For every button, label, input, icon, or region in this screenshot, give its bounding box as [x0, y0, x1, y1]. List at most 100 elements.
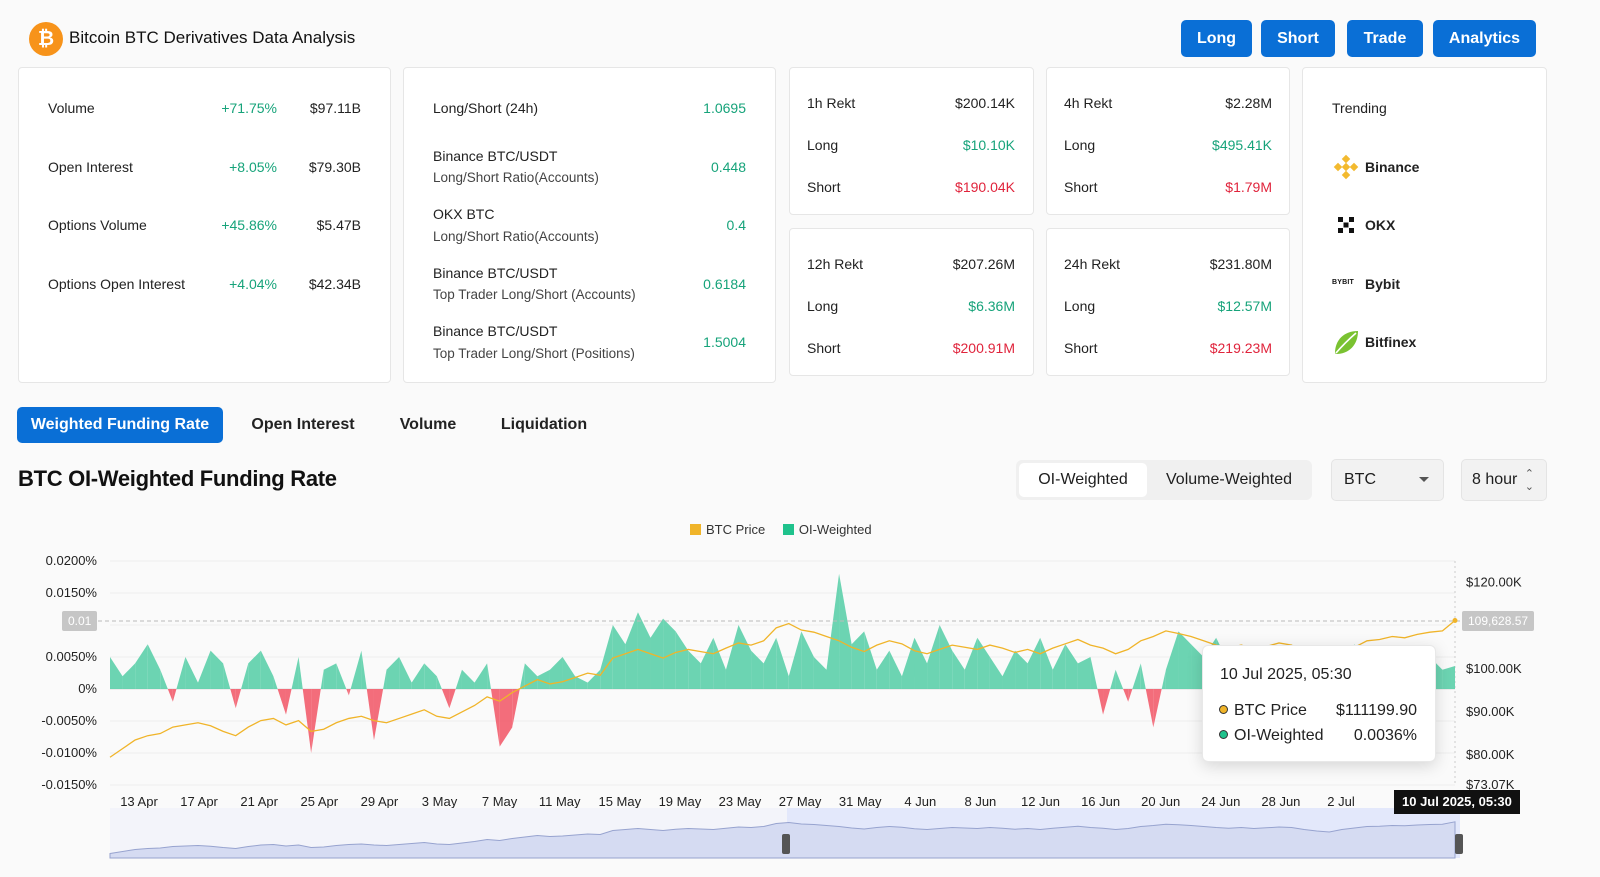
- funding-area-positive: [600, 625, 613, 689]
- ratio-label: Binance BTC/USDT: [433, 323, 558, 339]
- funding-area-negative: [1153, 689, 1162, 728]
- funding-area-positive: [1052, 644, 1066, 689]
- funding-area-negative: [1128, 689, 1133, 702]
- trending-name: Bitfinex: [1365, 334, 1417, 350]
- x-tick-label: 19 May: [659, 794, 702, 809]
- y-right-tick-label: $90.00K: [1466, 704, 1515, 719]
- funding-area-positive: [223, 663, 231, 689]
- trending-item-bybit[interactable]: BYBIT Bybit: [1332, 269, 1532, 299]
- funding-area-positive: [537, 669, 550, 689]
- ratio-label: Binance BTC/USDT: [433, 265, 558, 281]
- rekt-long-value: $495.41K: [1212, 137, 1272, 153]
- market-label: Options Volume: [48, 217, 147, 233]
- ratio-value: 1.0695: [703, 100, 746, 116]
- ratio-sublabel: Top Trader Long/Short (Accounts): [433, 287, 636, 302]
- trade-button[interactable]: Trade: [1347, 20, 1423, 57]
- funding-area-positive: [977, 637, 990, 689]
- ratio-sublabel: Top Trader Long/Short (Positions): [433, 346, 635, 361]
- funding-area-positive: [927, 625, 940, 689]
- volume-weighted-toggle[interactable]: Volume-Weighted: [1166, 471, 1292, 488]
- funding-area-positive: [901, 637, 915, 689]
- funding-area-positive: [738, 625, 752, 689]
- interval-select-value: 8 hour: [1472, 471, 1518, 488]
- tab-weighted-funding-rate[interactable]: Weighted Funding Rate: [17, 407, 223, 443]
- tab-liquidation[interactable]: Liquidation: [500, 416, 588, 433]
- funding-area-negative: [441, 689, 450, 709]
- x-tick-label: 11 May: [539, 794, 581, 809]
- y-right-tick-label: $100.00K: [1466, 661, 1522, 676]
- legend-item-price[interactable]: BTC Price: [690, 522, 769, 537]
- tab-volume[interactable]: Volume: [399, 416, 457, 433]
- funding-area-negative: [449, 689, 456, 709]
- x-tick-label: 20 Jun: [1141, 794, 1180, 809]
- funding-area-negative: [1103, 689, 1111, 715]
- tooltip-date: 10 Jul 2025, 05:30: [1220, 666, 1352, 683]
- rekt-long-value: $10.10K: [962, 137, 1015, 153]
- funding-area-positive: [864, 631, 877, 689]
- trending-item-bitfinex[interactable]: Bitfinex: [1332, 327, 1532, 357]
- rekt-short-label: Short: [1064, 179, 1098, 195]
- ratio-label: Long/Short (24h): [433, 100, 539, 116]
- funding-area-positive: [260, 650, 274, 689]
- short-button[interactable]: Short: [1261, 20, 1335, 57]
- funding-area-positive: [399, 657, 412, 689]
- interval-select[interactable]: 8 hour ⌃ ⌄: [1461, 459, 1547, 501]
- funding-area-positive: [336, 663, 347, 689]
- funding-area-negative: [366, 689, 374, 741]
- funding-area-negative: [235, 689, 242, 709]
- funding-area-negative: [490, 689, 500, 747]
- analytics-button[interactable]: Analytics: [1433, 20, 1536, 57]
- coin-select[interactable]: BTC: [1331, 459, 1444, 501]
- funding-area-negative: [285, 689, 292, 715]
- rekt-card-12h: 12h Rekt $207.26M Long $6.36M Short $200…: [789, 228, 1034, 376]
- funding-area-positive: [989, 657, 1003, 689]
- y-right-tick-label: $80.00K: [1466, 747, 1515, 762]
- page-title: Bitcoin BTC Derivatives Data Analysis: [69, 28, 356, 47]
- funding-area-positive: [650, 618, 664, 689]
- coin-select-value: BTC: [1344, 471, 1376, 488]
- tab-open-interest[interactable]: Open Interest: [251, 416, 355, 433]
- caret-down-icon: [1419, 477, 1429, 482]
- tooltip-value-price: $111199.90: [1336, 702, 1417, 719]
- x-tick-label: 3 May: [422, 794, 458, 809]
- navigator-handle-right: [1455, 834, 1463, 854]
- funding-area-negative: [1097, 689, 1104, 715]
- x-tick-label: 15 May: [598, 794, 641, 809]
- okx-icon: [1338, 217, 1354, 233]
- x-tick-label: 17 Apr: [180, 794, 218, 809]
- funding-area-positive: [361, 650, 367, 689]
- funding-area-negative: [302, 689, 312, 753]
- y-right-tick-label: $120.00K: [1466, 575, 1522, 590]
- header: ₿ Bitcoin BTC Derivatives Data Analysis …: [0, 0, 1600, 68]
- navigator-selection: [787, 808, 1460, 858]
- funding-area-positive: [964, 637, 978, 689]
- long-button[interactable]: Long: [1181, 20, 1252, 57]
- rekt-long-label: Long: [807, 137, 839, 153]
- y-left-tick-label: 0%: [78, 681, 97, 696]
- trending-name: OKX: [1365, 217, 1396, 233]
- oi-weighted-toggle[interactable]: OI-Weighted: [1019, 463, 1147, 497]
- funding-area-positive: [688, 650, 701, 689]
- x-tick-label: 29 Apr: [361, 794, 399, 809]
- x-tick-label: 13 Apr: [120, 794, 158, 809]
- trending-item-okx[interactable]: OKX: [1332, 210, 1532, 240]
- funding-area-positive: [763, 637, 777, 689]
- trending-item-binance[interactable]: Binance: [1332, 152, 1532, 182]
- funding-area-negative: [499, 689, 513, 747]
- funding-area-positive: [939, 625, 953, 689]
- funding-area-positive: [291, 657, 299, 689]
- rekt-long-label: Long: [1064, 137, 1096, 153]
- funding-area-positive: [776, 637, 789, 689]
- legend-item-oi[interactable]: OI-Weighted: [782, 522, 872, 537]
- funding-area-positive: [1178, 631, 1192, 689]
- rekt-long-value: $6.36M: [968, 298, 1015, 314]
- funding-area-positive: [455, 669, 462, 689]
- funding-area-positive: [160, 669, 168, 689]
- funding-area-positive: [122, 663, 136, 689]
- tooltip-row-oi: OI-Weighted: [1219, 727, 1324, 745]
- tooltip-dot-price: [1219, 705, 1228, 714]
- market-label: Volume: [48, 100, 95, 116]
- funding-area-positive: [1015, 650, 1028, 689]
- market-stats-card: Volume +71.75% $97.11B Open Interest +8.…: [18, 67, 391, 383]
